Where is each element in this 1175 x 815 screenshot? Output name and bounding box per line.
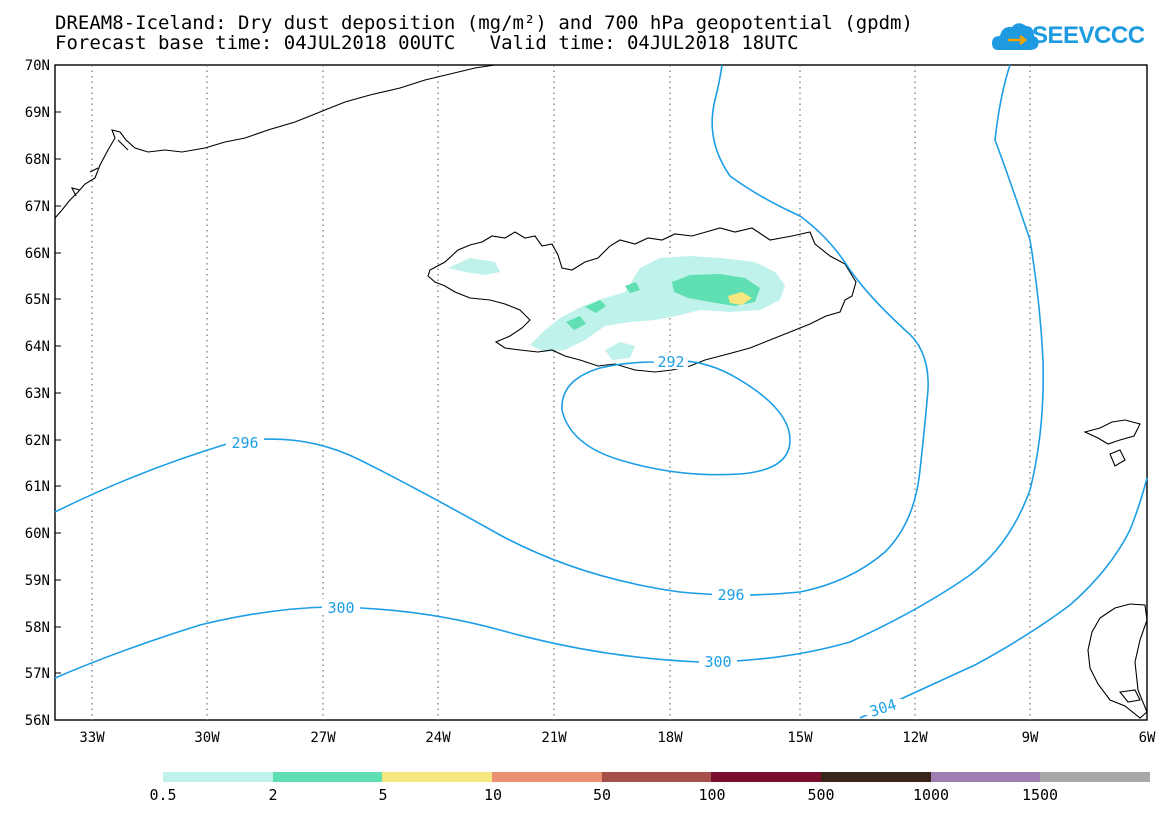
lat-label: 62N (25, 433, 50, 449)
lat-label: 59N (25, 573, 50, 589)
legend-label: 50 (592, 786, 612, 804)
legend-label: 5 (378, 786, 388, 804)
lon-label: 15W (787, 730, 813, 746)
lon-label: 33W (79, 730, 105, 746)
lat-label: 67N (25, 199, 50, 215)
legend-label: 0.5 (149, 786, 177, 804)
legend-label: 10 (483, 786, 503, 804)
legend-swatch (492, 772, 602, 782)
contour-label: 292 (657, 353, 684, 371)
legend-swatch (601, 772, 712, 782)
contour-label: 296 (717, 586, 744, 604)
lat-label: 63N (25, 386, 50, 402)
lat-label: 68N (25, 152, 50, 168)
lat-label: 56N (25, 713, 50, 729)
lon-label: 18W (657, 730, 683, 746)
contour-label: 300 (327, 599, 354, 617)
lat-label: 57N (25, 666, 50, 682)
legend-label: 100 (698, 786, 726, 804)
longitude-gridlines (91, 65, 1031, 720)
geopotential-contours (54, 64, 1148, 719)
lon-label: 27W (310, 730, 336, 746)
legend-swatch (382, 772, 493, 782)
lat-label: 66N (25, 246, 50, 262)
legend-label: 1000 (912, 786, 950, 804)
lat-label: 65N (25, 292, 50, 308)
legend-label: 2 (268, 786, 278, 804)
color-legend (163, 772, 1151, 782)
lat-label: 64N (25, 339, 50, 355)
lat-label: 60N (25, 526, 50, 542)
lon-label: 24W (425, 730, 451, 746)
lon-label: 9W (1022, 730, 1039, 746)
dust-deposition-shading (448, 256, 785, 360)
legend-swatch (711, 772, 822, 782)
lat-label: 58N (25, 620, 50, 636)
legend-swatch (821, 772, 931, 782)
coastlines (54, 64, 1148, 719)
lon-label: 6W (1139, 730, 1156, 746)
contour-labels: 296 300 296 300 304 292 (226, 353, 902, 721)
lon-label: 21W (541, 730, 567, 746)
contour-label: 300 (704, 653, 731, 671)
latitude-ticks (55, 111, 61, 674)
lat-label: 70N (25, 58, 50, 74)
legend-swatch (930, 772, 1041, 782)
lat-label: 69N (25, 105, 50, 121)
latitude-labels: 70N 69N 68N 67N 66N 65N 64N 63N 62N 61N … (25, 58, 50, 729)
lon-label: 12W (902, 730, 928, 746)
legend-swatch (163, 772, 273, 782)
forecast-times: Forecast base time: 04JUL2018 00UTC Vali… (55, 32, 799, 54)
map-frame (54, 64, 1148, 721)
map-title: DREAM8-Iceland: Dry dust deposition (mg/… (55, 12, 913, 34)
legend-swatch (272, 772, 383, 782)
cloud-logo-icon (992, 23, 1039, 50)
legend-swatch (1040, 772, 1151, 782)
legend-label: 1500 (1021, 786, 1059, 804)
contour-label: 296 (231, 434, 258, 452)
legend-label: 500 (807, 786, 835, 804)
longitude-labels: 33W 30W 27W 24W 21W 18W 15W 12W 9W 6W (79, 730, 1156, 746)
lon-label: 30W (194, 730, 220, 746)
lat-label: 61N (25, 479, 50, 495)
logo-text: SEEVCCC (1032, 22, 1145, 49)
